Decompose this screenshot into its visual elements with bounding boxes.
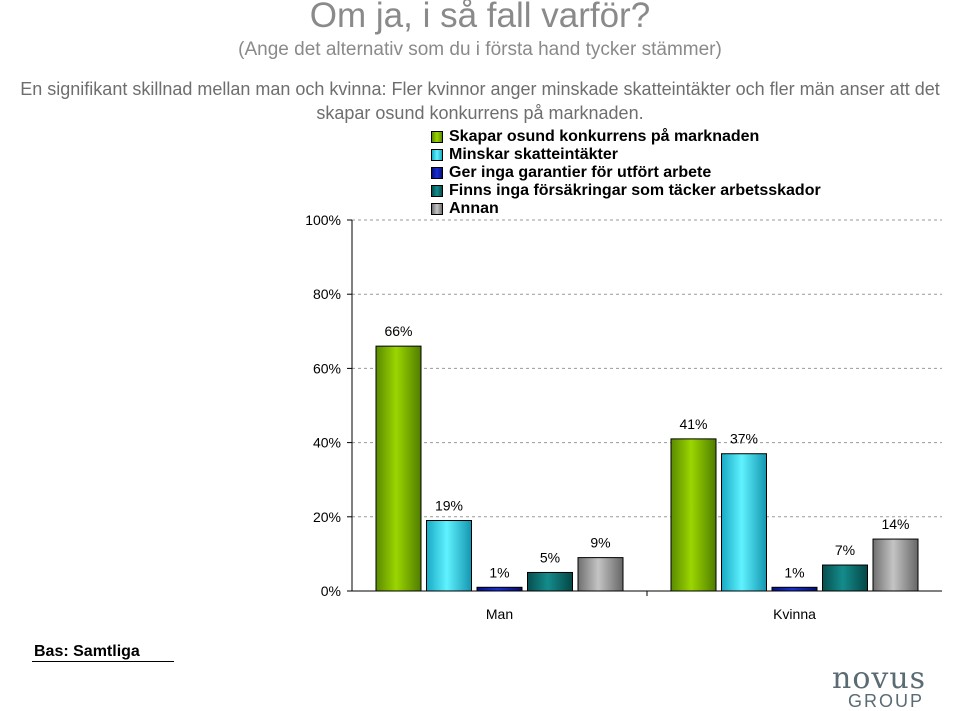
data-label: 37% [730,431,758,447]
legend-item: Finns inga försäkringar som täcker arbet… [431,182,821,200]
bar-man-series-3 [527,571,573,592]
chart-title: Om ja, i så fall varför? [309,0,651,35]
bar-man-series-4 [577,557,624,592]
legend-swatch [431,185,443,197]
bar-man-series-0 [375,345,422,592]
category-label: Man [486,606,513,622]
legend-item: Annan [431,200,821,218]
category-label: Kvinna [773,606,816,622]
bar-man-series-1 [426,520,472,592]
legend-label: Ger inga garantier för utfört arbete [449,164,712,181]
chart-legend: Skapar osund konkurrens på marknaden Mins… [431,128,821,218]
novus-group-logo: novus GROUP [832,661,942,711]
legend-item: Ger inga garantier för utfört arbete [431,164,821,182]
data-label: 19% [435,498,463,514]
logo-wordmark: novus [832,661,927,696]
chart-subtitle: (Ange det alternativ som du i första han… [238,39,722,60]
bar-man-series-2 [476,586,523,592]
data-label: 66% [384,323,412,339]
y-tick-label: 0% [321,583,341,599]
legend-item: Minskar skatteintäkter [431,146,821,164]
bar-kvinna-series-3 [822,564,868,592]
y-tick-label: 40% [313,435,341,451]
data-label: 14% [881,516,909,532]
basis-underline [32,661,174,662]
bar-kvinna-series-0 [670,438,717,592]
legend-swatch [431,149,443,161]
significance-note: En signifikant skillnad mellan man och k… [20,79,940,123]
data-label: 5% [540,549,560,565]
bar-kvinna-series-2 [771,586,818,592]
legend-label: Minskar skatteintäkter [449,146,618,163]
data-label: 41% [679,416,707,432]
y-tick-label: 60% [313,360,341,376]
y-tick-label: 80% [313,286,341,302]
legend-item: Skapar osund konkurrens på marknaden [431,128,821,146]
legend-swatch [431,131,443,143]
legend-swatch [431,167,443,179]
bar-kvinna-series-4 [872,538,919,592]
y-tick-label: 20% [313,509,341,525]
data-label: 9% [590,535,610,551]
legend-label: Finns inga försäkringar som täcker arbet… [449,182,821,199]
legend-label: Annan [449,200,499,217]
logo-subtext: GROUP [848,691,925,711]
sample-basis-label: Bas: Samtliga [34,643,140,660]
bar-kvinna-series-1 [721,453,767,592]
data-label: 1% [489,564,509,580]
y-tick-label: 100% [305,212,341,228]
data-label: 7% [835,542,855,558]
data-label: 1% [784,564,804,580]
legend-swatch [431,203,443,215]
legend-label: Skapar osund konkurrens på marknaden [449,128,760,145]
